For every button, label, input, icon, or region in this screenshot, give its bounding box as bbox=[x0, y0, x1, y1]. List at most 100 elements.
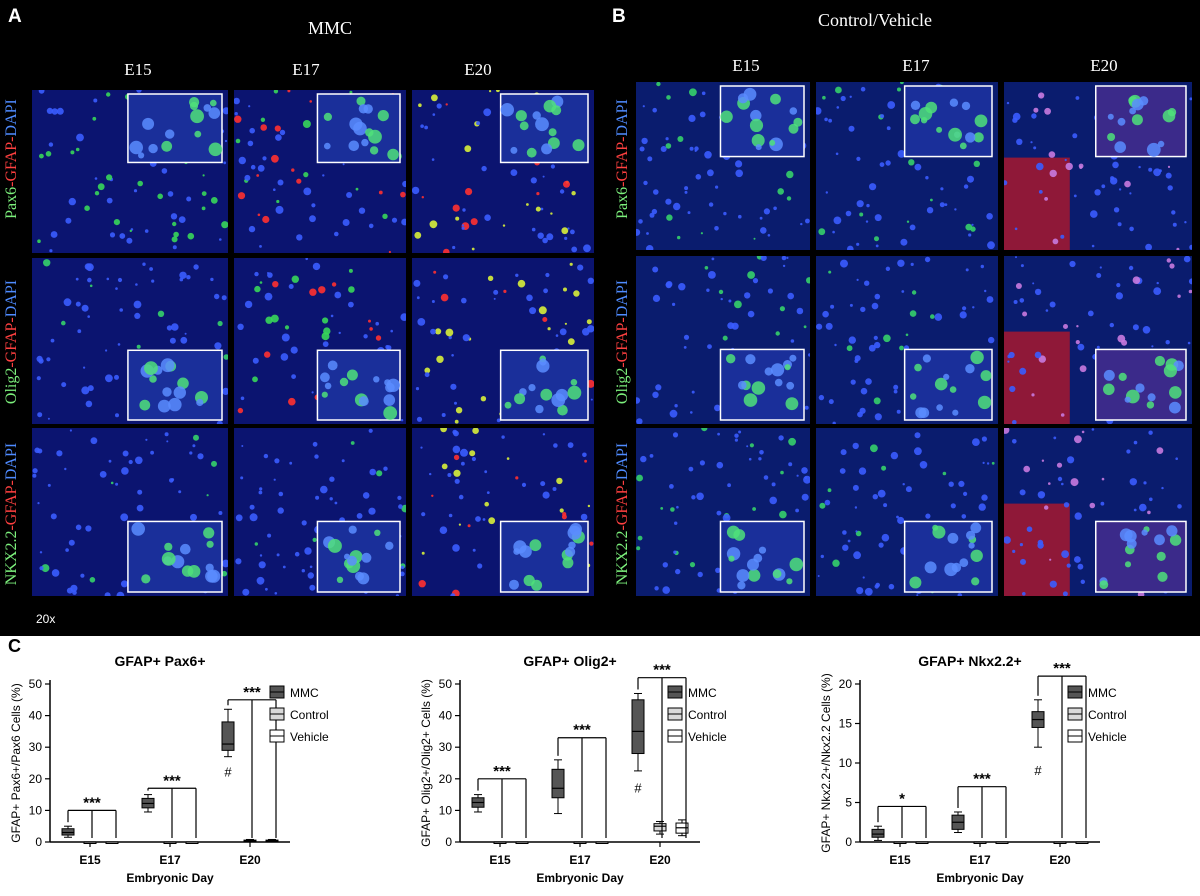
micrograph-tile bbox=[32, 90, 228, 253]
chart-title: GFAP+ Pax6+ bbox=[114, 653, 205, 669]
x-tick-label: E17 bbox=[969, 853, 991, 867]
hash-annotation: # bbox=[634, 780, 642, 795]
sig-stars: *** bbox=[573, 722, 591, 739]
micrograph-tile bbox=[234, 428, 406, 596]
x-tick-label: E15 bbox=[889, 853, 911, 867]
panel-a-row-label-olig2: Olig2-GFAP-DAPI bbox=[3, 279, 20, 405]
legend-label: MMC bbox=[688, 686, 717, 700]
box-mmc bbox=[61, 828, 75, 836]
micrograph-tile bbox=[636, 82, 810, 250]
micrograph-tile bbox=[1004, 256, 1192, 424]
box-mmc bbox=[631, 699, 645, 755]
microscopy-figure: A MMC E15 E17 E20 B Control/Vehicle E15 … bbox=[0, 0, 1200, 636]
micrograph-tile bbox=[1004, 82, 1192, 250]
legend-label: Vehicle bbox=[290, 730, 329, 744]
y-tick-label: 5 bbox=[845, 796, 852, 810]
x-axis-label: Embryonic Day bbox=[536, 871, 624, 885]
micrograph-tile bbox=[1004, 428, 1192, 596]
sig-stars: *** bbox=[1053, 660, 1071, 677]
micrograph-tile bbox=[32, 258, 228, 424]
y-tick-label: 10 bbox=[439, 803, 453, 817]
hash-annotation: # bbox=[1034, 763, 1042, 778]
panel-c-letter: C bbox=[8, 636, 21, 656]
y-tick-label: 20 bbox=[29, 772, 43, 786]
box-mmc bbox=[871, 828, 885, 838]
panel-a-row-label-nkx22: NKX2.2-GFAP-DAPI bbox=[3, 442, 20, 586]
y-tick-label: 20 bbox=[839, 677, 853, 691]
legend-label: Control bbox=[290, 708, 329, 722]
legend-label: MMC bbox=[1088, 686, 1117, 700]
micrograph-tile bbox=[816, 82, 998, 250]
micrograph-tile bbox=[412, 428, 594, 596]
micrograph-tile bbox=[816, 428, 998, 596]
y-tick-label: 30 bbox=[439, 740, 453, 754]
panel-b-col-e17: E17 bbox=[902, 56, 930, 75]
y-tick-label: 30 bbox=[29, 740, 43, 754]
y-tick-label: 0 bbox=[845, 835, 852, 849]
y-axis-label: GFAP+ Pax6+/Pax6 Cells (%) bbox=[9, 683, 23, 842]
micrograph-tile bbox=[412, 90, 594, 253]
x-axis-label: Embryonic Day bbox=[936, 871, 1024, 885]
x-tick-label: E17 bbox=[569, 853, 591, 867]
panel-b-row-label-pax6: Pax6-GFAP-DAPI bbox=[614, 99, 631, 219]
sig-stars: * bbox=[899, 790, 905, 807]
x-tick-label: E15 bbox=[79, 853, 101, 867]
y-axis-label: GFAP+ Olig2+/Olig2+ Cells (%) bbox=[419, 679, 433, 847]
y-tick-label: 50 bbox=[29, 677, 43, 691]
y-tick-label: 50 bbox=[439, 677, 453, 691]
panel-b-letter: B bbox=[612, 6, 626, 27]
micrograph-tile bbox=[816, 256, 998, 424]
quantification-charts: GFAP+ Pax6+ 0 10 20 30 40 50 GFAP+ Pax6+/Pax6 C… bbox=[0, 636, 1200, 896]
y-axis-label: GFAP+ Nkx2.2+/Nkx2.2 Cells (%) bbox=[819, 673, 833, 852]
sig-stars: *** bbox=[653, 662, 671, 679]
magnification-label: 20x bbox=[36, 612, 56, 626]
box-mmc bbox=[551, 768, 565, 799]
panel-a-col-e20: E20 bbox=[464, 60, 492, 79]
chart-title: GFAP+ Nkx2.2+ bbox=[918, 653, 1022, 669]
sig-stars: *** bbox=[243, 684, 261, 701]
y-tick-label: 10 bbox=[29, 803, 43, 817]
panel-a-col-e17: E17 bbox=[292, 60, 320, 79]
legend-label: MMC bbox=[290, 686, 319, 700]
y-tick-label: 0 bbox=[35, 835, 42, 849]
panel-b-col-e15: E15 bbox=[732, 56, 760, 75]
sig-stars: *** bbox=[163, 772, 181, 789]
box-control bbox=[653, 823, 667, 832]
chart-title: GFAP+ Olig2+ bbox=[523, 653, 616, 669]
y-tick-label: 10 bbox=[839, 756, 853, 770]
panel-b-row-label-olig2: Olig2-GFAP-DAPI bbox=[614, 279, 631, 405]
y-tick-label: 40 bbox=[29, 709, 43, 723]
sig-stars: *** bbox=[493, 763, 511, 780]
x-tick-label: E17 bbox=[159, 853, 181, 867]
y-tick-label: 40 bbox=[439, 709, 453, 723]
panel-a-group-title: MMC bbox=[307, 18, 352, 38]
x-tick-label: E20 bbox=[1049, 853, 1071, 867]
hash-annotation: # bbox=[224, 764, 232, 779]
legend-label: Control bbox=[688, 708, 727, 722]
sig-stars: *** bbox=[83, 794, 101, 811]
x-tick-label: E15 bbox=[489, 853, 511, 867]
panel-b-group-title: Control/Vehicle bbox=[818, 10, 932, 30]
y-tick-label: 20 bbox=[439, 772, 453, 786]
x-tick-label: E20 bbox=[239, 853, 261, 867]
micrograph-tile bbox=[234, 258, 406, 424]
legend-label: Vehicle bbox=[1088, 730, 1127, 744]
y-tick-label: 15 bbox=[839, 717, 853, 731]
micrograph-tile bbox=[636, 256, 810, 424]
box-mmc bbox=[221, 721, 235, 751]
panel-a-col-e15: E15 bbox=[124, 60, 152, 79]
legend-label: Vehicle bbox=[688, 730, 727, 744]
panel-a-row-label-pax6: Pax6-GFAP-DAPI bbox=[3, 99, 20, 219]
micrograph-tile bbox=[32, 428, 228, 596]
x-axis-label: Embryonic Day bbox=[126, 871, 214, 885]
x-tick-label: E20 bbox=[649, 853, 671, 867]
sig-stars: *** bbox=[973, 771, 991, 788]
panel-b-col-e20: E20 bbox=[1090, 56, 1118, 75]
micrograph-tile bbox=[234, 90, 406, 253]
y-tick-label: 0 bbox=[445, 835, 452, 849]
panel-b-row-label-nkx22: NKX2.2-GFAP-DAPI bbox=[614, 442, 631, 586]
legend-label: Control bbox=[1088, 708, 1127, 722]
panel-a-letter: A bbox=[8, 6, 22, 27]
micrograph-tile bbox=[636, 428, 810, 596]
